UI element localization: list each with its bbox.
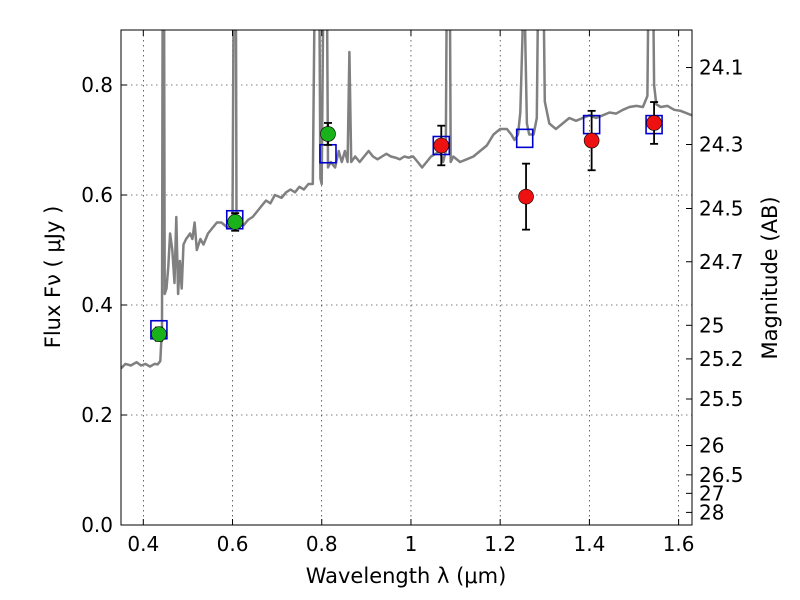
mag-tick-label: 24.1 xyxy=(699,56,744,80)
marker-layer xyxy=(150,101,663,342)
mag-tick-label: 24.3 xyxy=(699,132,744,156)
x-tick-label: 0.6 xyxy=(217,532,249,556)
red-circle-marker xyxy=(518,188,534,205)
mag-tick-label: 25.2 xyxy=(699,347,744,371)
x-tick-label: 1.4 xyxy=(573,532,605,556)
y-tick-label: 0.2 xyxy=(81,403,113,427)
y-axis-label: Flux Fν ( μJy ) xyxy=(41,206,65,349)
y-tick-label: 0.8 xyxy=(81,73,113,97)
green-circle-marker xyxy=(151,326,167,342)
x-tick-label: 1.2 xyxy=(484,532,516,556)
y2-axis-label: Magnitude (AB) xyxy=(758,196,782,359)
green-circle-marker xyxy=(227,214,243,230)
green-circle-marker xyxy=(320,126,336,142)
y-tick-label: 0.0 xyxy=(81,513,113,537)
red-circle-marker xyxy=(583,132,600,149)
mag-tick-label: 27 xyxy=(699,481,724,505)
red-circle-marker xyxy=(433,137,450,154)
mag-tick-label: 25 xyxy=(699,313,724,337)
mag-tick-label: 25.5 xyxy=(699,387,744,411)
y-tick-label: 0.6 xyxy=(81,183,113,207)
x-tick-label: 0.4 xyxy=(127,532,159,556)
mag-tick-label: 26.5 xyxy=(699,463,744,487)
model-square-marker xyxy=(515,128,534,149)
mag-tick-label: 28 xyxy=(699,500,724,524)
y-tick-label: 0.4 xyxy=(81,293,113,317)
plot-frame xyxy=(120,29,693,526)
mag-tick-label: 26 xyxy=(699,434,724,458)
x-tick-label: 0.8 xyxy=(306,532,338,556)
mag-tick-label: 24.5 xyxy=(699,197,744,221)
spectrum-layer xyxy=(121,30,692,370)
x-tick-label: 1.6 xyxy=(663,532,695,556)
x-axis-label: Wavelength λ (μm) xyxy=(306,564,507,588)
ticks: 0.4 0.6 0.8 1 1.2 1.4 1.6 0.0 0.2 0.4 0.6 0.8 24.1 24… xyxy=(81,30,744,556)
spectrum-line xyxy=(121,30,692,370)
red-circle-marker xyxy=(646,115,662,131)
x-tick-label: 1 xyxy=(405,532,418,556)
mag-tick-label: 24.7 xyxy=(699,250,744,274)
